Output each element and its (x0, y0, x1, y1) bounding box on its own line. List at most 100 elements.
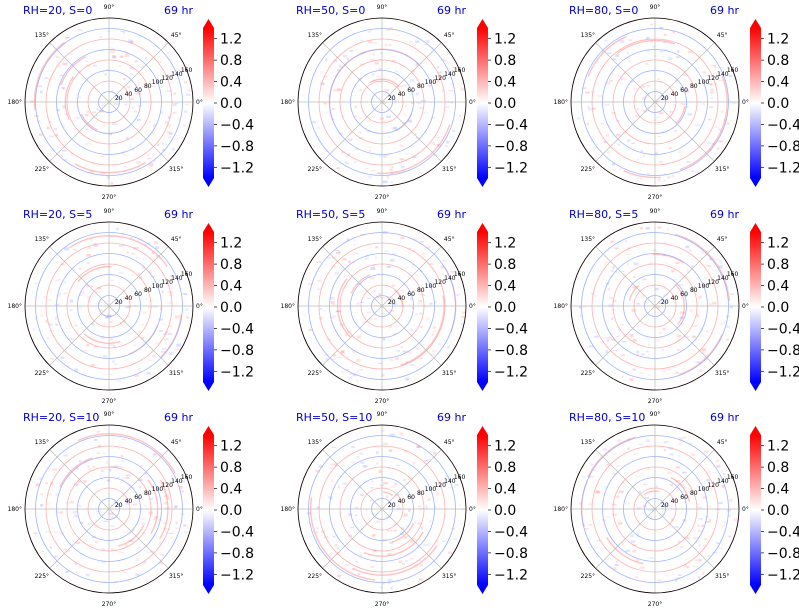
field-arc (675, 233, 730, 302)
field-speck (378, 81, 383, 83)
field-speck (356, 303, 360, 305)
field-speck (415, 92, 419, 96)
field-speck (331, 118, 336, 120)
field-speck (612, 453, 617, 456)
field-speck (383, 155, 387, 158)
field-arc (33, 41, 66, 111)
field-speck (637, 176, 642, 180)
field-speck (647, 85, 651, 87)
field-speck (172, 103, 177, 107)
field-arc (336, 278, 351, 338)
field-speck (611, 309, 616, 311)
field-speck (396, 350, 400, 352)
field-speck (639, 289, 645, 291)
field-speck (351, 460, 355, 464)
colorbar-gradient (203, 232, 214, 382)
field-speck (368, 317, 372, 321)
field-speck (66, 569, 70, 573)
field-speck (56, 456, 60, 458)
angle-tick-label: 315° (169, 370, 183, 377)
field-speck (453, 538, 458, 540)
field-speck (96, 108, 99, 111)
field-speck (64, 112, 67, 116)
field-speck (143, 258, 146, 260)
field-speck (325, 58, 328, 61)
field-speck (710, 91, 714, 94)
field-speck (120, 31, 125, 33)
colorbar-tick-label: 0.8 (494, 257, 516, 273)
angle-tick-label: 90° (377, 4, 388, 11)
field-speck (711, 143, 716, 145)
field-speck (123, 377, 126, 380)
field-speck (691, 335, 696, 338)
field-speck (372, 53, 375, 56)
field-speck (665, 116, 671, 118)
field-speck (419, 507, 424, 510)
field-speck (633, 87, 639, 91)
field-speck (336, 310, 342, 312)
field-speck (166, 90, 172, 92)
field-speck (381, 429, 385, 432)
colorbar-tick-label: 0.0 (767, 96, 789, 112)
field-arc (616, 39, 676, 55)
angular-grid-line (49, 42, 110, 103)
colorbar-gradient (750, 232, 761, 382)
field-speck (626, 262, 629, 266)
panel-time-label: 69 hr (164, 411, 193, 424)
field-speck (147, 157, 152, 160)
field-speck (96, 430, 101, 433)
field-speck (667, 368, 672, 371)
colorbar-tick-label: −0.4 (494, 117, 528, 133)
radial-tick-label: 20 (661, 299, 669, 306)
field-speck (130, 237, 133, 239)
field-speck (589, 60, 592, 62)
field-speck (642, 278, 647, 281)
radial-tick-label: 40 (125, 498, 133, 505)
field-speck (144, 472, 148, 475)
field-speck (459, 115, 462, 117)
field-speck (62, 105, 66, 109)
field-speck (459, 322, 465, 326)
field-speck (45, 117, 48, 119)
field-speck (641, 161, 644, 163)
field-speck (150, 374, 154, 377)
field-speck (334, 544, 337, 547)
field-speck (413, 63, 419, 66)
field-speck (720, 147, 723, 149)
colorbar-extend-top (203, 223, 214, 232)
field-speck (718, 547, 724, 550)
field-speck (136, 92, 142, 95)
field-speck (88, 285, 94, 288)
field-speck (386, 28, 391, 32)
field-speck (168, 136, 172, 138)
field-speck (40, 314, 44, 317)
field-speck (150, 511, 153, 514)
colorbar-tick-label: −1.2 (767, 160, 799, 176)
radial-tick-label: 80 (417, 83, 425, 90)
field-speck (392, 128, 397, 130)
colorbar-extend-top (203, 426, 214, 435)
radial-tick-label: 120 (707, 279, 719, 286)
field-speck (459, 503, 462, 506)
field-speck (699, 50, 703, 53)
angular-grid-line (49, 101, 110, 162)
field-speck (666, 229, 670, 231)
field-speck (659, 337, 665, 339)
field-speck (142, 266, 145, 269)
radial-tick-label: 80 (417, 490, 425, 497)
field-speck (131, 529, 135, 531)
colorbar-extend-top (477, 19, 488, 28)
field-speck (627, 139, 630, 143)
field-speck (460, 88, 465, 91)
field-speck (680, 311, 685, 314)
field-speck (93, 439, 98, 441)
polar-frame (24, 424, 194, 594)
field-speck (677, 334, 682, 338)
colorbar-tick-label: 0.0 (220, 96, 242, 112)
field-speck (415, 313, 418, 316)
field-speck (109, 516, 114, 519)
field-speck (616, 335, 620, 338)
field-speck (354, 506, 359, 509)
field-speck (175, 69, 179, 73)
field-speck (116, 228, 119, 231)
